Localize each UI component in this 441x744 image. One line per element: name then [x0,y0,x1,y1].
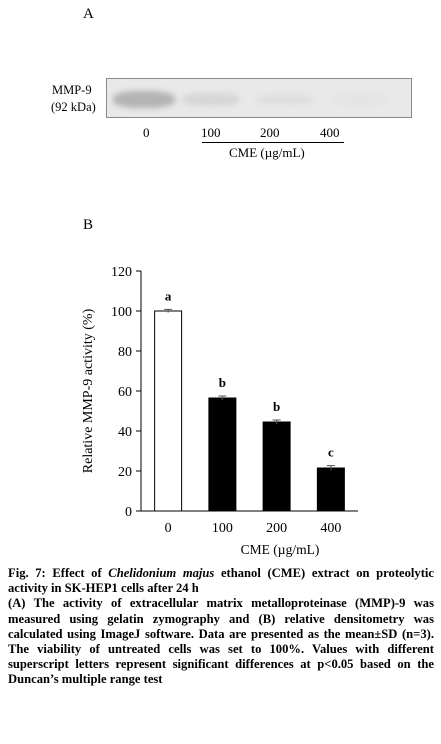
x-tick-label-100: 100 [212,521,233,536]
y-tick-label-1: 20 [118,465,132,480]
bar-100 [208,397,237,512]
caption-title: Fig. 7: Effect of Chelidonium majus etha… [8,566,434,596]
x-tick-label-200: 200 [266,521,287,536]
significance-label-100: b [219,375,226,390]
bar-200 [262,421,291,512]
lane-group-line [202,142,344,143]
gel-band-lane-100 [182,93,240,106]
y-tick-label-3: 60 [118,385,132,400]
x-tick-label-0: 0 [165,521,172,536]
x-axis-ticks: 0 100 200 400 [165,521,342,536]
lane-label-200: 200 [260,125,280,140]
caption-fig-label: Fig. 7: Effect of [8,566,109,580]
y-axis-label: Relative MMP-9 activity (%) [81,308,96,473]
bars: a b b c [154,288,345,512]
gel-band-lane-0 [113,91,175,108]
bar-400 [316,467,345,512]
x-tick-label-400: 400 [320,521,341,536]
y-tick-label-4: 80 [118,345,132,360]
gel-band-lane-200 [257,94,315,105]
x-axis-label: CME (µg/mL) [241,542,320,557]
significance-label-400: c [328,445,334,460]
lane-label-400: 400 [320,125,340,140]
marker-name: MMP-9 [52,83,92,97]
bar-chart: 0 20 40 60 80 100 120 a b b c 0 100 200 400 Relative… [81,265,358,557]
gel-band-lane-400 [332,95,388,104]
figure-caption: Fig. 7: Effect of Chelidonium majus etha… [8,566,434,688]
y-tick-label-0: 0 [125,505,132,520]
significance-label-0: a [165,288,172,303]
lane-label-100: 100 [201,125,221,140]
caption-title-rest: ethanol (CME) extract on proteolytic act… [8,566,434,596]
y-tick-label-5: 100 [111,305,132,320]
caption-species: Chelidonium majus [108,566,215,580]
lane-label-0: 0 [143,125,150,140]
lane-group-label: CME (µg/mL) [229,145,305,160]
significance-label-200: b [273,399,280,414]
y-tick-label-2: 40 [118,425,132,440]
y-tick-label-6: 120 [111,265,132,280]
bar-0 [154,310,183,512]
y-axis-ticks: 0 20 40 60 80 100 120 [111,265,141,520]
panel-b-label: B [83,217,94,233]
caption-body: (A) The activity of extracellular matrix… [8,596,434,687]
marker-size: (92 kDa) [51,100,96,114]
zymography-gel [106,78,412,118]
panel-a-label: A [83,6,94,22]
